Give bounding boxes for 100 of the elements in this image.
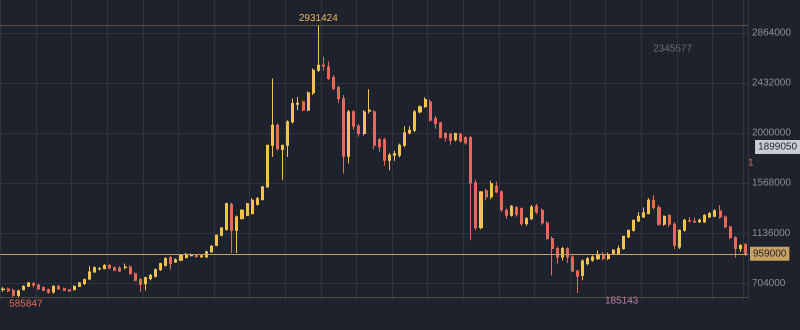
candlestick <box>240 208 244 220</box>
candlestick <box>312 68 315 96</box>
annotation: 2345577 <box>653 44 692 54</box>
annotation: 585847 <box>9 298 43 310</box>
candlestick <box>271 78 274 158</box>
candlestick <box>525 216 528 226</box>
candlestick <box>47 288 50 294</box>
candlestick <box>668 214 671 228</box>
y-tick-label: 2432000 <box>752 78 792 89</box>
candlestick <box>657 204 661 226</box>
candlestick <box>627 229 630 239</box>
candlestick <box>179 254 183 262</box>
candlestick <box>510 204 513 218</box>
candlestick <box>449 132 452 146</box>
candlestick <box>27 282 30 288</box>
candlestick <box>739 244 742 252</box>
candlestick <box>520 206 523 226</box>
candlestick <box>113 266 116 272</box>
candlestick <box>541 208 544 226</box>
candlestick <box>622 235 625 250</box>
candlestick <box>42 286 45 292</box>
candlestick <box>678 228 681 250</box>
candlestick <box>363 110 366 136</box>
candlestick <box>490 180 493 200</box>
candlestick <box>291 98 294 124</box>
candlestick <box>561 246 564 262</box>
candlestick <box>429 99 432 122</box>
candlestick <box>108 264 111 270</box>
candlestick <box>418 104 422 114</box>
candlestick <box>566 246 569 264</box>
candlestick <box>159 262 162 272</box>
candlestick <box>134 272 137 282</box>
candlestick <box>144 276 147 291</box>
candlestick <box>612 248 615 256</box>
candlestick <box>1 286 5 293</box>
candlestick <box>403 126 406 148</box>
annotation: 1 <box>748 158 754 168</box>
candlestick <box>393 150 396 162</box>
candlestick <box>337 85 340 104</box>
candlestick <box>571 254 574 273</box>
candlestick <box>296 96 299 111</box>
candlestick <box>22 284 25 291</box>
candlestick <box>57 284 60 290</box>
y-tick-label: 2864000 <box>752 28 792 39</box>
candlestick <box>266 144 269 188</box>
candlestick <box>744 242 747 256</box>
candlestick <box>495 181 498 194</box>
candlestick <box>347 110 350 164</box>
candlestick <box>424 96 427 108</box>
candlestick <box>474 179 477 231</box>
candlestick <box>500 190 503 212</box>
candlestick <box>195 254 198 258</box>
candlestick <box>693 217 696 224</box>
candlestick <box>174 258 177 264</box>
candlestick <box>103 264 106 270</box>
candlestick <box>7 287 10 293</box>
candlestick <box>576 269 579 294</box>
candlestick <box>485 188 488 201</box>
candlestick <box>581 258 584 281</box>
annotation: 185143 <box>605 296 639 306</box>
candlestick <box>17 289 20 298</box>
candlestick <box>546 220 549 240</box>
candlestick <box>93 266 96 274</box>
y-tick-label: 1136000 <box>752 228 791 239</box>
candlestick <box>52 284 55 294</box>
candlestick <box>724 214 727 229</box>
candlestick <box>652 194 655 210</box>
candlestick <box>663 214 666 226</box>
candlestick <box>505 208 508 220</box>
candlestick <box>703 214 706 224</box>
candlestick <box>698 218 701 224</box>
candlestick <box>149 273 152 281</box>
candlestick <box>591 254 594 262</box>
y-tick-label: 704000 <box>752 278 786 289</box>
candlestick <box>459 132 462 143</box>
candlestick <box>230 202 233 254</box>
candlestick <box>307 91 310 112</box>
y-tick-label: 2000000 <box>752 128 792 139</box>
candlestick <box>647 198 650 215</box>
y-tick-label: 1568000 <box>752 178 792 189</box>
candlestick <box>378 137 381 152</box>
candlestick <box>276 123 279 152</box>
candlestick <box>444 132 447 142</box>
candlestick <box>713 208 716 218</box>
candlestick <box>373 110 376 150</box>
candlestick <box>535 203 538 215</box>
candlestick <box>617 245 620 255</box>
candlestick <box>464 136 467 146</box>
ref-line-label: 959000 <box>753 248 787 260</box>
candlestick <box>164 256 167 267</box>
candlestick <box>302 100 305 112</box>
candlestick <box>413 110 416 133</box>
candlestick <box>154 268 157 278</box>
candlestick <box>388 152 391 171</box>
candlestick <box>98 266 101 271</box>
candlestick <box>37 283 40 290</box>
candlestick <box>683 218 686 232</box>
candlestick <box>434 115 437 130</box>
candlestick <box>83 278 86 286</box>
candlestick <box>322 56 325 72</box>
